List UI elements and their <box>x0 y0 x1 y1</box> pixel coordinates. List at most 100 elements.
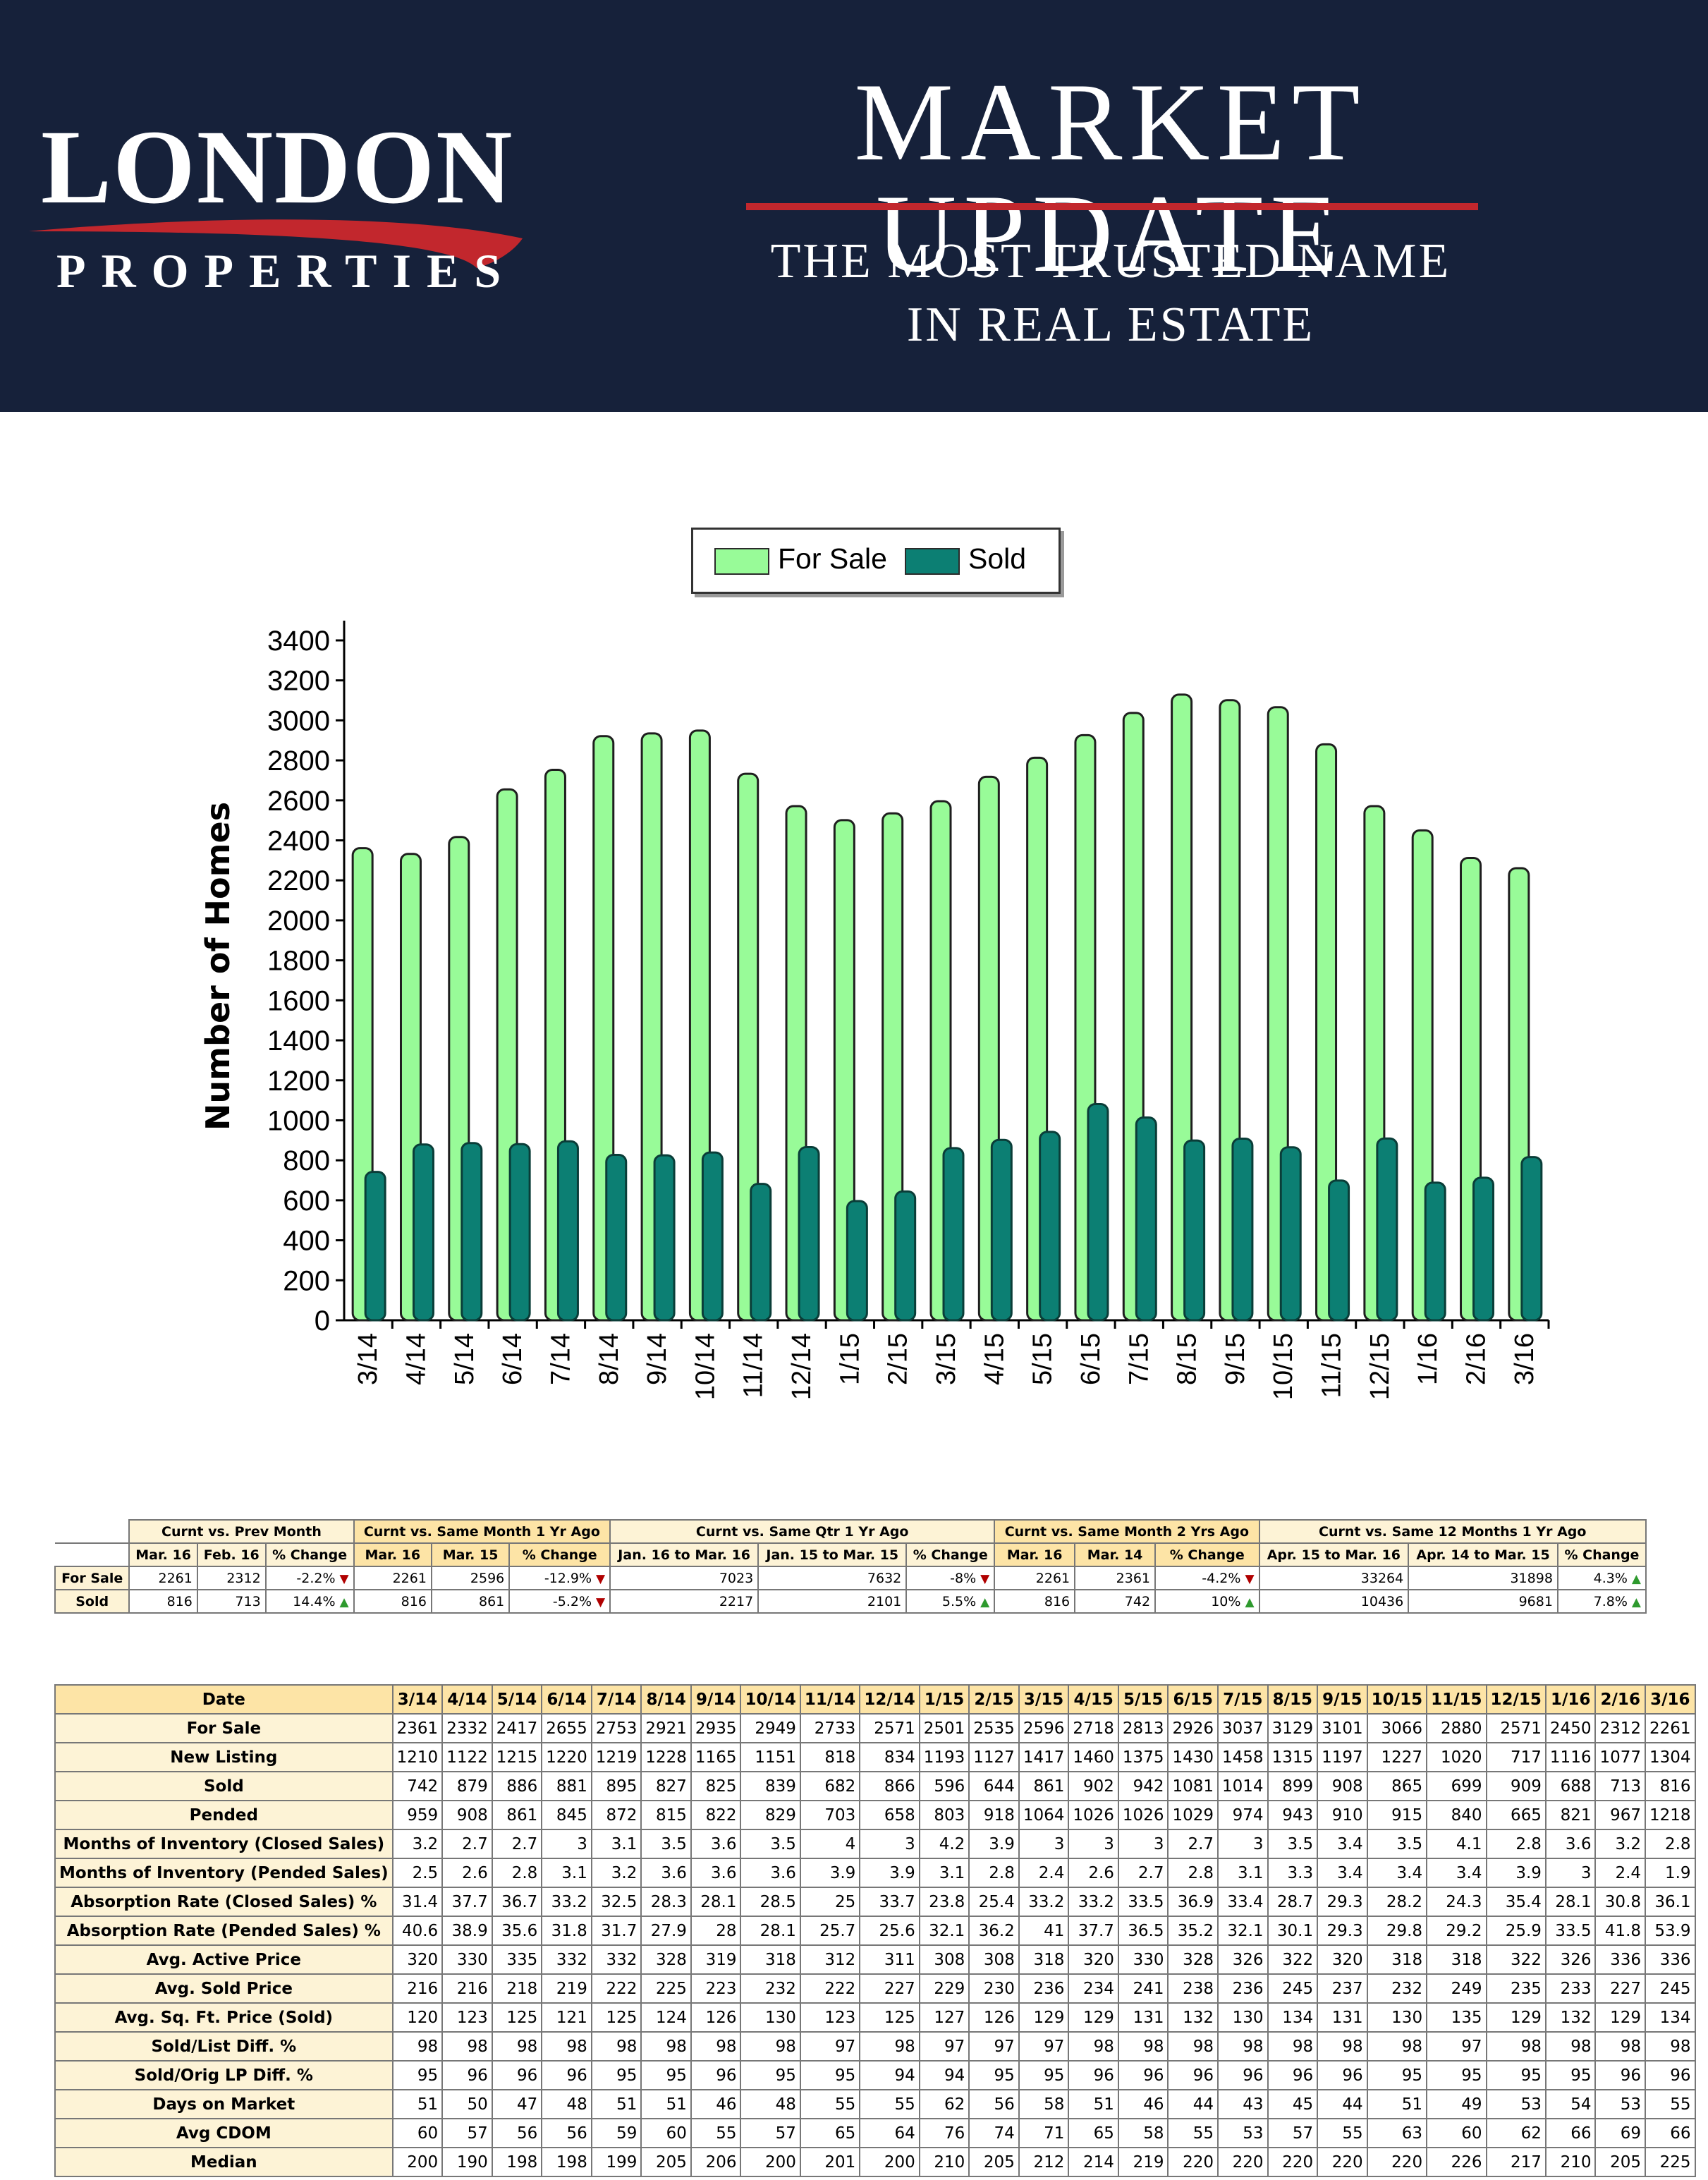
stats-value-cell: 225 <box>640 1973 692 2004</box>
comparison-value-cell: 816 <box>994 1589 1076 1614</box>
comparison-value-cell: 31898 <box>1408 1566 1558 1590</box>
stats-row-label: Months of Inventory (Closed Sales) <box>54 1829 394 1859</box>
stats-value-cell: 35.6 <box>491 1916 543 1946</box>
stats-value-cell: 50 <box>441 2089 493 2119</box>
stats-value-cell: 908 <box>441 1800 493 1830</box>
stats-month-header: 10/14 <box>740 1684 801 1715</box>
stats-value-cell: 98 <box>859 2031 920 2062</box>
stats-value-cell: 96 <box>1594 2060 1647 2090</box>
x-tick-label: 5/14 <box>450 1333 480 1385</box>
stats-value-cell: 96 <box>541 2060 592 2090</box>
percent-change-cell: 4.3% ▲ <box>1556 1566 1647 1590</box>
stats-value-cell: 3.4 <box>1426 1858 1487 1888</box>
stats-value-cell: 41.8 <box>1594 1916 1647 1946</box>
stats-row-label: Absorption Rate (Closed Sales) % <box>54 1887 394 1917</box>
stats-month-header: 11/14 <box>799 1684 861 1715</box>
stats-value-cell: 38.9 <box>441 1916 493 1946</box>
stats-month-header: 12/14 <box>859 1684 920 1715</box>
stats-value-cell: 28.1 <box>690 1887 742 1917</box>
stats-value-cell: 57 <box>740 2118 801 2148</box>
arrow-up-icon: ▲ <box>980 1595 990 1609</box>
stats-value-cell: 31.7 <box>590 1916 642 1946</box>
stats-value-cell: 909 <box>1485 1771 1547 1801</box>
stats-value-cell: 56 <box>541 2118 592 2148</box>
x-tick-label: 10/15 <box>1269 1333 1298 1400</box>
stats-row-label: Days on Market <box>54 2089 394 2119</box>
percent-change-cell: -12.9% ▼ <box>508 1566 611 1590</box>
stats-value-cell: 98 <box>541 2031 592 2062</box>
stats-value-cell: 33.4 <box>1217 1887 1269 1917</box>
stats-value-cell: 98 <box>391 2031 444 2062</box>
stats-value-cell: 33.5 <box>1544 1916 1597 1946</box>
legend-label-sold: Sold <box>968 542 1027 575</box>
stats-value-cell: 2718 <box>1068 1713 1119 1743</box>
stats-value-cell: 55 <box>690 2118 742 2148</box>
bar-sold <box>1231 1138 1254 1322</box>
stats-value-cell: 25.4 <box>968 1887 1020 1917</box>
stats-value-cell: 818 <box>799 1742 861 1772</box>
stats-value-cell: 3.2 <box>391 1829 444 1859</box>
stats-value-cell: 2655 <box>541 1713 592 1743</box>
bar-sold <box>701 1151 724 1322</box>
stats-value-cell: 336 <box>1594 1944 1647 1975</box>
y-tick-label: 1600 <box>267 985 330 1016</box>
x-tick-label: 11/14 <box>739 1333 769 1398</box>
stats-value-cell: 336 <box>1645 1944 1696 1975</box>
comparison-group-header: Curnt vs. Prev Month <box>128 1519 355 1544</box>
stats-value-cell: 220 <box>1317 2147 1368 2177</box>
y-tick-label: 2200 <box>267 865 330 896</box>
stats-value-cell: 98 <box>491 2031 543 2062</box>
stats-month-header: 2/16 <box>1594 1684 1647 1715</box>
stats-month-header: 4/15 <box>1068 1684 1119 1715</box>
stats-value-cell: 915 <box>1366 1800 1428 1830</box>
stats-value-cell: 236 <box>1018 1973 1070 2004</box>
stats-value-cell: 4.1 <box>1426 1829 1487 1859</box>
stats-value-cell: 3 <box>1217 1829 1269 1859</box>
bar-sold <box>1039 1131 1061 1322</box>
stats-month-header: 3/16 <box>1645 1684 1696 1715</box>
y-tick-label: 3000 <box>267 705 330 736</box>
comparison-subheader: Mar. 14 <box>1074 1542 1157 1567</box>
title-divider <box>746 203 1478 210</box>
legend-swatch-for-sale <box>714 548 769 575</box>
comparison-value-cell: 742 <box>1074 1589 1157 1614</box>
stats-row: Avg. Active Price 320 330 335 332 332 328 319 31… <box>54 1944 1696 1975</box>
stats-value-cell: 96 <box>690 2060 742 2090</box>
stats-value-cell: 3.3 <box>1267 1858 1319 1888</box>
stats-value-cell: 96 <box>1167 2060 1219 2090</box>
stats-value-cell: 2.4 <box>1018 1858 1070 1888</box>
stats-value-cell: 1218 <box>1645 1800 1696 1830</box>
stats-value-cell: 69 <box>1594 2118 1647 2148</box>
stats-value-cell: 1026 <box>1068 1800 1119 1830</box>
stats-value-cell: 223 <box>690 1973 742 2004</box>
stats-value-cell: 96 <box>1117 2060 1169 2090</box>
stats-value-cell: 866 <box>859 1771 920 1801</box>
stats-value-cell: 30.1 <box>1267 1916 1319 1946</box>
stats-value-cell: 97 <box>799 2031 861 2062</box>
stats-value-cell: 95 <box>740 2060 801 2090</box>
stats-value-cell: 330 <box>1117 1944 1169 1975</box>
y-tick-label: 1400 <box>267 1025 330 1056</box>
stats-value-cell: 60 <box>391 2118 444 2148</box>
arrow-up-icon: ▲ <box>1631 1571 1641 1586</box>
stats-value-cell: 1193 <box>918 1742 970 1772</box>
x-tick-label: 2/16 <box>1462 1333 1492 1385</box>
stats-value-cell: 127 <box>918 2002 970 2033</box>
stats-row-label: Median <box>54 2147 394 2177</box>
comparison-subheader: Mar. 16 <box>353 1542 432 1567</box>
stats-value-cell: 918 <box>968 1800 1020 1830</box>
comparison-row-label: For Sale <box>54 1566 130 1590</box>
legend-label-for-sale: For Sale <box>778 542 887 575</box>
y-tick-label: 2600 <box>267 786 330 817</box>
header-banner: LONDON PROPERTIES MARKET UPDATE THE MOST… <box>0 0 1708 412</box>
stats-value-cell: 2.8 <box>968 1858 1020 1888</box>
stats-value-cell: 132 <box>1544 2002 1597 2033</box>
stats-value-cell: 35.2 <box>1167 1916 1219 1946</box>
x-tick-label: 2/15 <box>884 1333 913 1385</box>
stats-value-cell: 32.1 <box>1217 1916 1269 1946</box>
comparison-subheader: Apr. 14 to Mar. 15 <box>1408 1542 1558 1567</box>
stats-value-cell: 3.1 <box>590 1829 642 1859</box>
stats-value-cell: 123 <box>799 2002 861 2033</box>
stats-row: Days on Market 51 50 47 48 51 51 46 48 55 55 62 56 58… <box>54 2089 1696 2119</box>
stats-value-cell: 2.7 <box>441 1829 493 1859</box>
